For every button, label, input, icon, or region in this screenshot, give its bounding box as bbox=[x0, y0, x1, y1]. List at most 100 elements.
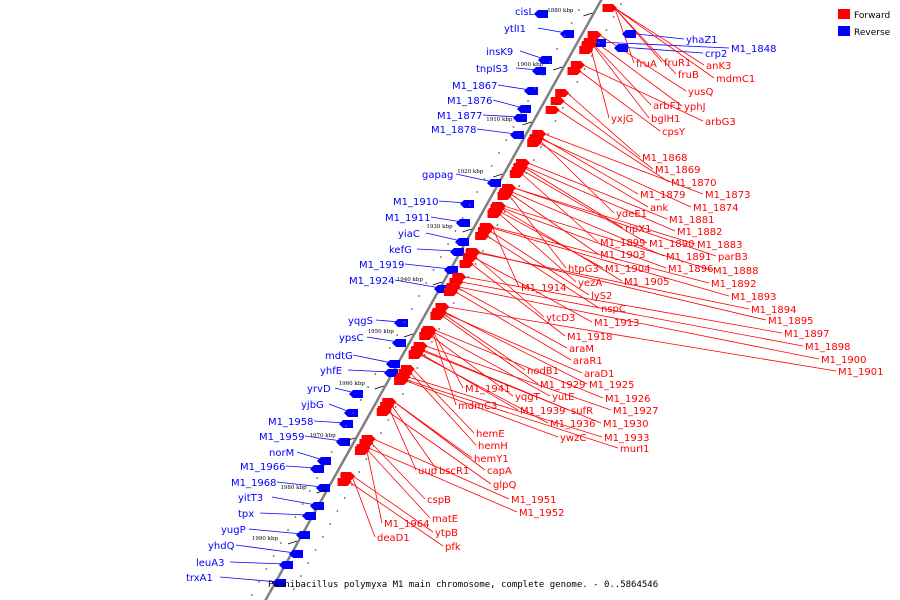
gene-label-yqgs[interactable]: yqgS bbox=[348, 316, 373, 327]
gene-label-yphj[interactable]: yphJ bbox=[684, 102, 706, 113]
gene-glyph-m1-1905[interactable] bbox=[490, 205, 505, 213]
gene-glyph-yitt3[interactable] bbox=[310, 502, 324, 510]
gene-label-mdmc1[interactable]: mdmC1 bbox=[716, 74, 755, 85]
gene-glyph-kefg[interactable] bbox=[450, 248, 464, 256]
gene-label-m1-1891[interactable]: M1_1891 bbox=[666, 252, 711, 263]
gene-label-yhaz1[interactable]: yhaZ1 bbox=[686, 35, 718, 46]
gene-glyph-m1-1900[interactable] bbox=[446, 283, 461, 291]
gene-label-m1-1848[interactable]: M1_1848 bbox=[731, 44, 776, 55]
gene-label-m1-1895[interactable]: M1_1895 bbox=[768, 316, 813, 327]
gene-label-m1-1925[interactable]: M1_1925 bbox=[589, 380, 634, 391]
gene-label-yjbg[interactable]: yjbG bbox=[301, 400, 324, 411]
gene-label-ypsc[interactable]: ypsC bbox=[339, 333, 363, 344]
gene-label-m1-1905[interactable]: M1_1905 bbox=[624, 277, 669, 288]
gene-label-m1-1927[interactable]: M1_1927 bbox=[613, 406, 658, 417]
gene-label-m1-1876[interactable]: M1_1876 bbox=[447, 96, 492, 107]
gene-glyph-capa[interactable] bbox=[382, 398, 397, 406]
gene-label-cisl[interactable]: cisL bbox=[515, 7, 534, 18]
gene-glyph-mdtg[interactable] bbox=[386, 360, 400, 368]
gene-label-m1-1892[interactable]: M1_1892 bbox=[711, 279, 756, 290]
gene-label-m1-1904[interactable]: M1_1904 bbox=[605, 264, 650, 275]
gene-glyph-m1-1878[interactable] bbox=[510, 131, 524, 139]
gene-label-gapag[interactable]: gapag bbox=[422, 170, 453, 181]
gene-label-leua3[interactable]: leuA3 bbox=[196, 558, 224, 569]
gene-label-m1-1964[interactable]: M1_1964 bbox=[384, 519, 429, 530]
gene-glyph-muri1[interactable] bbox=[394, 376, 409, 384]
gene-label-sufr[interactable]: sufR bbox=[571, 406, 593, 417]
gene-glyph-mdmc1[interactable] bbox=[602, 4, 617, 12]
gene-label-nspc[interactable]: nspC bbox=[601, 304, 626, 315]
gene-glyph-glpq[interactable] bbox=[376, 408, 391, 416]
gene-label-muri1[interactable]: murI1 bbox=[620, 444, 650, 455]
gene-glyph-norm[interactable] bbox=[317, 457, 331, 465]
gene-label-m1-1896[interactable]: M1_1896 bbox=[668, 264, 713, 275]
gene-glyph-yhdq[interactable] bbox=[289, 550, 303, 558]
gene-glyph-m1-1867[interactable] bbox=[524, 87, 538, 95]
gene-label-m1-1900[interactable]: M1_1900 bbox=[821, 355, 866, 366]
gene-glyph-cisl[interactable] bbox=[534, 10, 548, 18]
gene-label-m1-1878[interactable]: M1_1878 bbox=[431, 125, 476, 136]
gene-label-ytli1[interactable]: ytlI1 bbox=[504, 24, 526, 35]
gene-label-m1-1913[interactable]: M1_1913 bbox=[594, 318, 639, 329]
gene-label-m1-1926[interactable]: M1_1926 bbox=[605, 394, 650, 405]
gene-label-tpx[interactable]: tpx bbox=[238, 509, 254, 520]
gene-label-m1-1870[interactable]: M1_1870 bbox=[671, 178, 716, 189]
gene-label-mdtg[interactable]: mdtG bbox=[325, 351, 353, 362]
gene-glyph-yhaz1[interactable] bbox=[622, 30, 636, 38]
gene-label-bglh1[interactable]: bglH1 bbox=[651, 114, 680, 125]
gene-glyph-parb3[interactable] bbox=[502, 184, 517, 192]
gene-glyph-m1-1964[interactable] bbox=[354, 447, 369, 455]
gene-label-m1-1968[interactable]: M1_1968 bbox=[231, 478, 276, 489]
gene-glyph-hemh[interactable] bbox=[398, 369, 413, 377]
gene-glyph-m1-1870[interactable] bbox=[545, 106, 560, 114]
gene-label-ytpb[interactable]: ytpB bbox=[435, 528, 458, 539]
gene-label-glpq[interactable]: glpQ bbox=[493, 480, 516, 491]
gene-label-cspb[interactable]: cspB bbox=[427, 495, 451, 506]
gene-label-bscr1[interactable]: bscR1 bbox=[439, 466, 469, 477]
gene-label-yhdq[interactable]: yhdQ bbox=[208, 541, 235, 552]
gene-label-ywzc[interactable]: ywzC bbox=[560, 433, 586, 444]
gene-label-yeza[interactable]: yezA bbox=[578, 278, 602, 289]
gene-glyph-pfk[interactable] bbox=[337, 478, 352, 486]
gene-label-m1-1879[interactable]: M1_1879 bbox=[640, 190, 685, 201]
gene-label-m1-1899[interactable]: M1_1899 bbox=[600, 238, 645, 249]
gene-label-m1-1903[interactable]: M1_1903 bbox=[600, 250, 645, 261]
gene-label-m1-1882[interactable]: M1_1882 bbox=[677, 227, 722, 238]
gene-label-m1-1874[interactable]: M1_1874 bbox=[693, 203, 738, 214]
gene-glyph-cpsy[interactable] bbox=[567, 67, 582, 75]
gene-glyph-m1-1918[interactable] bbox=[459, 260, 474, 268]
gene-glyph-yusq[interactable] bbox=[587, 31, 602, 39]
gene-glyph-m1-1876[interactable] bbox=[517, 105, 531, 113]
gene-glyph-tpx[interactable] bbox=[302, 512, 316, 520]
gene-label-yute[interactable]: yutE bbox=[552, 392, 575, 403]
gene-label-m1-1883[interactable]: M1_1883 bbox=[697, 240, 742, 251]
gene-label-yitt3[interactable]: yitT3 bbox=[238, 493, 263, 504]
gene-label-yhfe[interactable]: yhfE bbox=[320, 366, 342, 377]
gene-glyph-insk9[interactable] bbox=[538, 56, 552, 64]
gene-label-nodb1[interactable]: nodB1 bbox=[527, 366, 559, 377]
gene-glyph-yugp[interactable] bbox=[296, 531, 310, 539]
gene-glyph-htpg3[interactable] bbox=[497, 192, 512, 200]
gene-label-insk9[interactable]: insK9 bbox=[486, 47, 513, 58]
gene-label-arar1[interactable]: araR1 bbox=[573, 356, 603, 367]
gene-glyph-yjbg[interactable] bbox=[344, 409, 358, 417]
gene-label-m1-1966[interactable]: M1_1966 bbox=[240, 462, 285, 473]
gene-label-frua[interactable]: fruA bbox=[636, 59, 657, 70]
gene-glyph-ytli1[interactable] bbox=[560, 30, 574, 38]
gene-label-m1-1936[interactable]: M1_1936 bbox=[550, 419, 595, 430]
gene-label-m1-1888[interactable]: M1_1888 bbox=[713, 266, 758, 277]
gene-glyph-m1-1966[interactable] bbox=[310, 465, 324, 473]
gene-glyph-m1-1968[interactable] bbox=[316, 484, 330, 492]
gene-label-kefg[interactable]: kefG bbox=[389, 245, 412, 256]
gene-label-m1-1958[interactable]: M1_1958 bbox=[268, 417, 313, 428]
gene-label-arad1[interactable]: araD1 bbox=[584, 369, 614, 380]
gene-label-frur1[interactable]: fruR1 bbox=[664, 58, 691, 69]
gene-label-m1-1929[interactable]: M1_1929 bbox=[540, 380, 585, 391]
gene-label-yqgt[interactable]: yqgT bbox=[515, 392, 541, 403]
gene-label-m1-1868[interactable]: M1_1868 bbox=[642, 153, 687, 164]
gene-glyph-m1-1868[interactable] bbox=[555, 89, 570, 97]
gene-glyph-m1-1930[interactable] bbox=[410, 347, 425, 355]
gene-label-arbg3[interactable]: arbG3 bbox=[705, 117, 736, 128]
gene-label-m1-1933[interactable]: M1_1933 bbox=[604, 433, 649, 444]
gene-label-m1-1918[interactable]: M1_1918 bbox=[567, 332, 612, 343]
